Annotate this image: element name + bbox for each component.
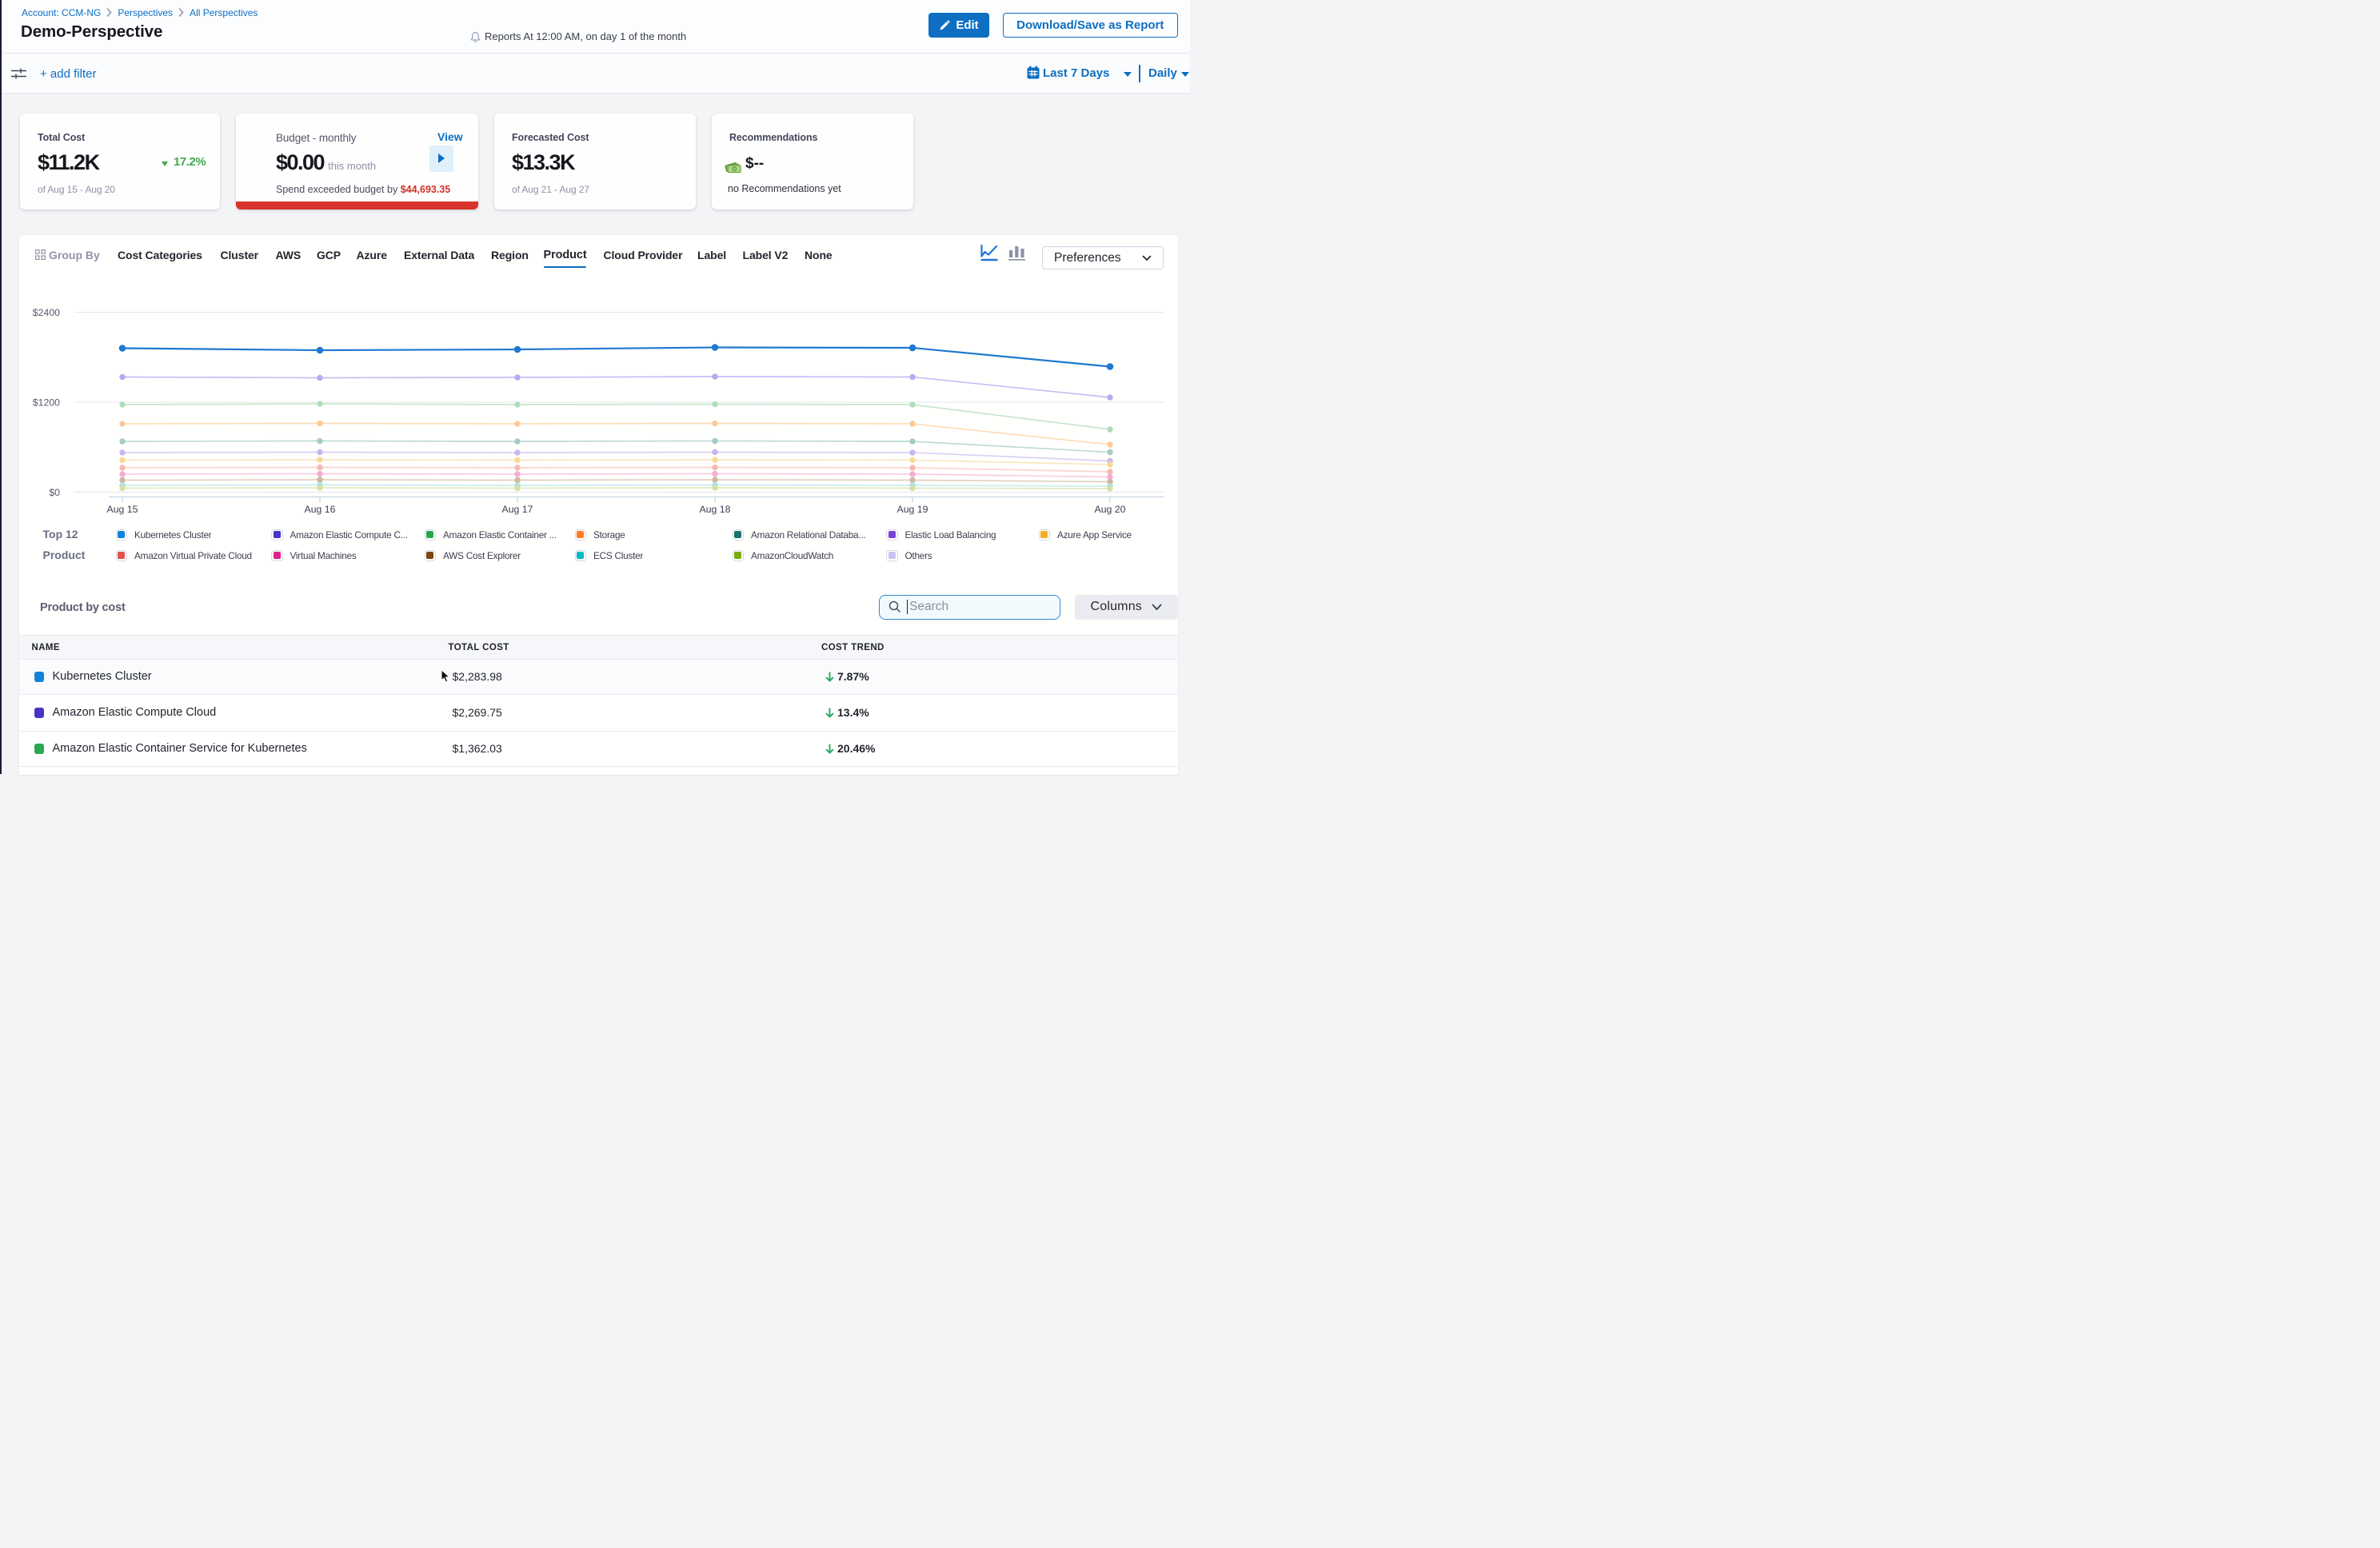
svg-text:$1200: $1200 [33,397,60,409]
svg-text:$2400: $2400 [33,307,60,318]
svg-text:Aug 19: Aug 19 [897,504,928,515]
svg-text:$0: $0 [49,487,60,498]
svg-text:Aug 17: Aug 17 [502,504,533,515]
svg-text:Aug 18: Aug 18 [700,504,731,515]
svg-text:Aug 20: Aug 20 [1095,504,1126,515]
svg-text:Aug 15: Aug 15 [107,504,138,515]
svg-text:Aug 16: Aug 16 [305,504,336,515]
